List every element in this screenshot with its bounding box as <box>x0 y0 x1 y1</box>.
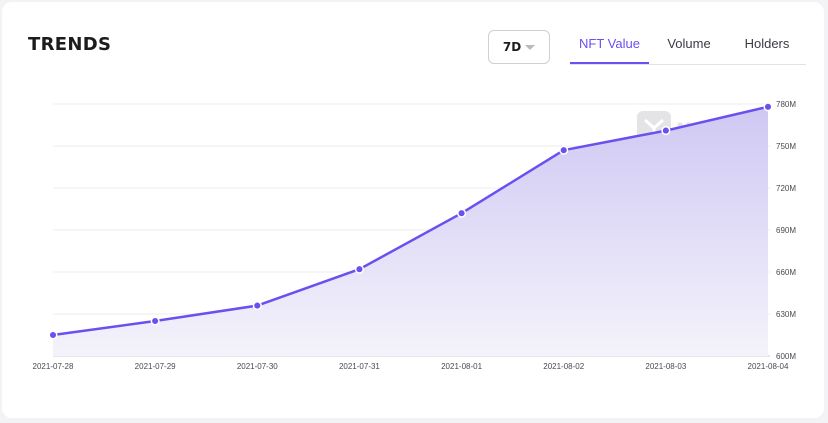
tab-nft-value[interactable]: NFT Value <box>570 36 649 64</box>
data-point[interactable] <box>559 145 569 155</box>
y-tick-label: 720M <box>776 184 796 193</box>
x-axis-ticks: 2021-07-28 2021-07-29 2021-07-30 2021-07-31… <box>33 362 789 371</box>
y-tick-label: 690M <box>776 226 796 235</box>
y-axis-ticks: 600M 630M 660M 690M 720M 750M 780M <box>776 100 796 361</box>
period-label: 7D <box>502 40 522 54</box>
data-point[interactable] <box>661 126 671 136</box>
data-point[interactable] <box>252 301 262 311</box>
data-point[interactable] <box>763 102 773 112</box>
y-tick-label: 750M <box>776 142 796 151</box>
x-tick-label: 2021-07-28 <box>33 362 74 371</box>
data-point[interactable] <box>354 264 364 274</box>
series-area <box>53 106 768 356</box>
tab-volume[interactable]: Volume <box>667 36 711 51</box>
data-point[interactable] <box>150 316 160 326</box>
data-point[interactable] <box>48 330 58 340</box>
x-tick-label: 2021-07-30 <box>237 362 278 371</box>
y-tick-label: 600M <box>776 352 796 361</box>
x-tick-label: 2021-08-02 <box>543 362 584 371</box>
x-tick-label: 2021-08-01 <box>441 362 482 371</box>
period-dropdown[interactable]: 7D <box>488 30 550 64</box>
section-title: TRENDS <box>28 34 112 55</box>
x-tick-label: 2021-08-04 <box>748 362 789 371</box>
chevron-down-icon <box>525 45 536 50</box>
x-tick-label: 2021-07-29 <box>135 362 176 371</box>
tab-holders[interactable]: Holders <box>744 36 790 51</box>
y-tick-label: 630M <box>776 310 796 319</box>
y-tick-label: 780M <box>776 100 796 109</box>
data-point[interactable] <box>457 208 467 218</box>
x-tick-label: 2021-07-31 <box>339 362 380 371</box>
y-tick-label: 660M <box>776 268 796 277</box>
x-tick-label: 2021-08-03 <box>645 362 686 371</box>
data-points <box>48 102 773 340</box>
metric-tabs: NFT Value Volume Holders <box>570 36 806 65</box>
series-line <box>52 105 769 337</box>
